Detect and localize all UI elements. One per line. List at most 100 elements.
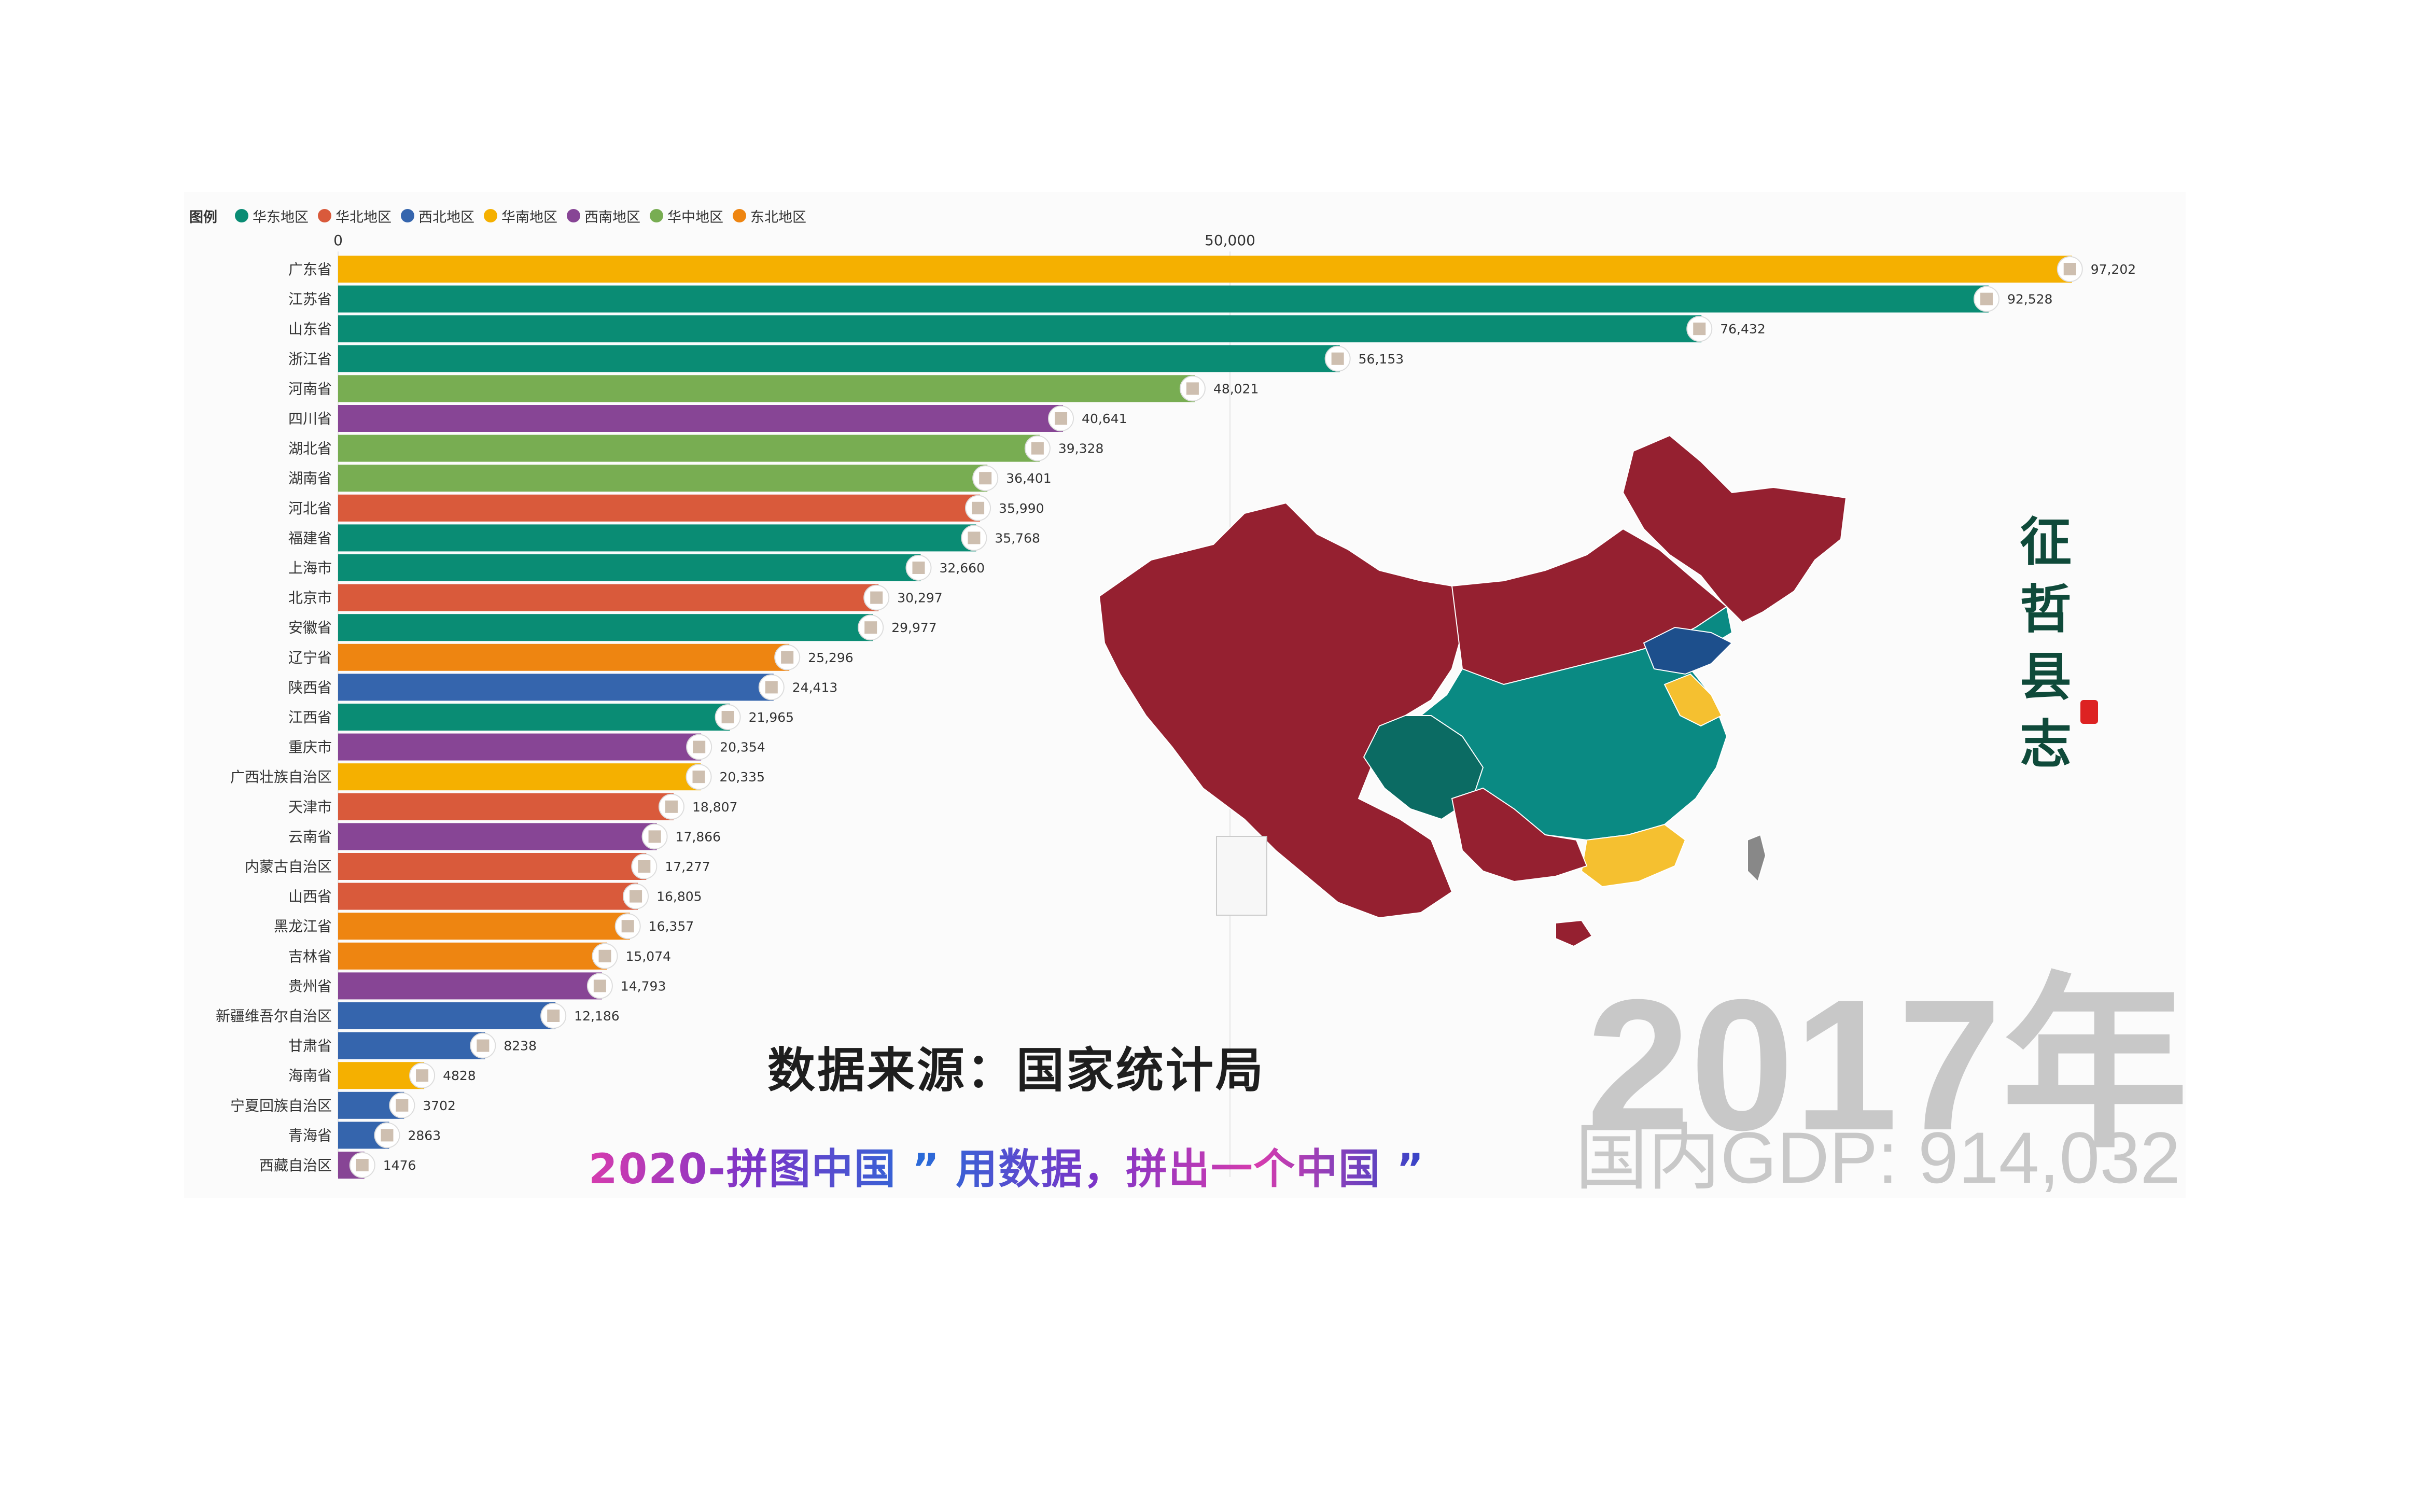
bar[interactable]	[338, 823, 657, 850]
bar[interactable]	[338, 345, 1340, 372]
landmark-glyph-icon	[765, 681, 778, 694]
legend-item[interactable]: 华东地区	[235, 206, 309, 226]
calligraphy-char: 哲	[2020, 579, 2072, 640]
map-region-guangdong	[1581, 823, 1686, 888]
legend-dot-icon	[235, 209, 248, 222]
category-label: 福建省	[288, 529, 332, 547]
category-label: 广西壮族自治区	[230, 768, 332, 786]
bar[interactable]	[338, 942, 607, 970]
bar[interactable]	[338, 524, 976, 552]
landmark-glyph-icon	[381, 1129, 394, 1142]
red-seal	[2080, 700, 2098, 724]
bar[interactable]	[338, 674, 774, 701]
category-label: 云南省	[288, 828, 332, 845]
bar[interactable]	[338, 883, 638, 910]
bar[interactable]	[338, 972, 602, 1000]
landmark-glyph-icon	[630, 890, 642, 903]
category-label: 内蒙古自治区	[245, 858, 332, 875]
bar[interactable]	[338, 614, 873, 641]
map-region-hainan	[1555, 919, 1593, 947]
legend-item[interactable]: 华北地区	[318, 206, 391, 226]
value-label: 92,528	[2007, 292, 2052, 307]
map-region-south	[1451, 787, 1588, 883]
map-region-jiangsu	[1663, 673, 1723, 727]
bar[interactable]	[338, 853, 647, 880]
calligraphy-signature: 征 哲 县 志	[2012, 508, 2079, 778]
legend-item[interactable]: 华中地区	[650, 206, 723, 226]
bar[interactable]	[338, 763, 701, 791]
china-map	[1098, 435, 1847, 947]
gdp-total: 国内GDP: 914,032	[1575, 1117, 2180, 1198]
landmark-glyph-icon	[1980, 292, 1993, 305]
bar[interactable]	[338, 913, 630, 940]
category-label: 江苏省	[288, 291, 332, 308]
landmark-glyph-icon	[638, 860, 651, 873]
legend-dot-icon	[567, 209, 580, 222]
legend-item[interactable]: 东北地区	[733, 206, 806, 226]
category-label: 新疆维吾尔自治区	[216, 1007, 332, 1025]
landmark-glyph-icon	[1331, 352, 1344, 365]
legend-item[interactable]: 西北地区	[401, 206, 474, 226]
bar[interactable]	[338, 1032, 485, 1059]
legend-dot-icon	[733, 209, 746, 222]
landmark-glyph-icon	[870, 591, 883, 604]
bar[interactable]	[338, 465, 988, 492]
value-label: 97,202	[2091, 262, 2136, 277]
category-label: 吉林省	[288, 948, 332, 965]
bar[interactable]	[338, 643, 790, 671]
category-label: 贵州省	[288, 977, 332, 995]
landmark-glyph-icon	[721, 711, 734, 723]
landmark-glyph-icon	[979, 472, 992, 485]
landmark-glyph-icon	[593, 979, 606, 992]
category-label: 河北省	[288, 500, 332, 517]
map-region-northeast	[1622, 435, 1847, 623]
value-label: 25,296	[808, 650, 853, 665]
bar[interactable]	[338, 1002, 556, 1029]
bar[interactable]	[338, 554, 921, 581]
value-label: 17,866	[676, 829, 721, 844]
legend-item[interactable]: 西南地区	[567, 206, 640, 226]
category-label: 广东省	[288, 261, 332, 278]
legend-item[interactable]: 华南地区	[484, 206, 557, 226]
landmark-glyph-icon	[547, 1010, 560, 1022]
bar[interactable]	[338, 704, 730, 731]
calligraphy-char: 志	[2020, 713, 2072, 775]
legend-label: 华中地区	[667, 209, 723, 226]
bar[interactable]	[338, 793, 674, 820]
bar[interactable]	[338, 405, 1064, 432]
bar[interactable]	[338, 584, 879, 611]
value-label: 21,965	[749, 710, 794, 725]
value-label: 14,793	[621, 978, 666, 993]
legend-label: 华东地区	[253, 209, 309, 226]
landmark-glyph-icon	[1031, 442, 1044, 455]
landmark-glyph-icon	[621, 920, 634, 933]
category-label: 安徽省	[288, 619, 332, 636]
bar[interactable]	[338, 375, 1195, 402]
bar[interactable]	[338, 315, 1702, 343]
bar[interactable]	[338, 256, 2072, 283]
legend: 图例 华东地区 华北地区 西北地区 华南地区 西南地区 华中地区 东北地区	[189, 205, 816, 226]
landmark-glyph-icon	[477, 1039, 490, 1052]
bar[interactable]	[338, 733, 702, 761]
value-label: 32,660	[940, 561, 985, 576]
map-region-taiwan	[1747, 834, 1767, 883]
bar[interactable]	[338, 494, 981, 522]
value-label: 17,277	[665, 859, 710, 874]
landmark-glyph-icon	[396, 1099, 409, 1112]
category-label: 宁夏回族自治区	[230, 1097, 332, 1114]
category-label: 重庆市	[288, 739, 332, 756]
value-label: 36,401	[1006, 471, 1051, 486]
bar[interactable]	[338, 285, 1989, 313]
category-label: 天津市	[288, 799, 332, 816]
bar[interactable]	[338, 435, 1040, 462]
value-label: 39,328	[1058, 441, 1103, 456]
x-tick-label: 50,000	[1205, 232, 1255, 249]
landmark-glyph-icon	[665, 800, 678, 813]
landmark-glyph-icon	[416, 1069, 429, 1082]
category-label: 四川省	[288, 410, 332, 427]
legend-dot-icon	[650, 209, 663, 222]
landmark-glyph-icon	[1186, 382, 1199, 395]
value-label: 8238	[504, 1039, 537, 1054]
map-region-shandong	[1643, 626, 1733, 675]
category-label: 浙江省	[288, 351, 332, 368]
